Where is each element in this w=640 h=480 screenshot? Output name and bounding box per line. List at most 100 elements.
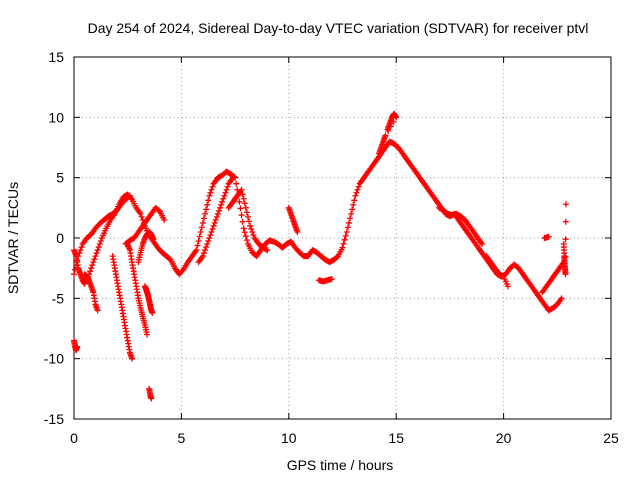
data-point xyxy=(291,221,298,228)
data-point xyxy=(148,394,155,401)
data-point xyxy=(411,167,418,174)
data-point xyxy=(219,198,226,205)
data-point xyxy=(392,113,399,120)
data-point xyxy=(542,284,549,291)
data-point xyxy=(490,263,497,270)
series-track-i xyxy=(195,174,236,266)
data-point xyxy=(139,311,146,318)
series-track-c xyxy=(109,253,135,362)
data-point xyxy=(463,227,470,234)
data-point xyxy=(91,256,98,263)
data-point xyxy=(551,272,558,279)
data-point xyxy=(103,215,110,222)
data-point xyxy=(243,209,250,216)
data-point xyxy=(387,123,394,130)
data-point xyxy=(95,244,102,251)
series-track-m xyxy=(376,110,400,157)
data-point xyxy=(124,334,131,341)
x-tick-label: 15 xyxy=(388,430,404,446)
data-point xyxy=(115,286,122,293)
data-point xyxy=(248,247,255,254)
data-point xyxy=(170,263,177,270)
series-track-h xyxy=(141,283,156,316)
y-tick-labels: -15 -10 -5 0 5 10 15 xyxy=(44,49,64,427)
data-point xyxy=(208,186,215,193)
data-point xyxy=(513,263,520,270)
data-point xyxy=(372,158,379,165)
data-point xyxy=(93,250,100,257)
data-point xyxy=(257,242,264,249)
data-point xyxy=(393,142,400,149)
data-point xyxy=(349,206,356,213)
data-point xyxy=(475,245,482,252)
y-tick-label: 5 xyxy=(56,170,64,186)
data-point xyxy=(147,212,154,219)
data-point xyxy=(206,192,213,199)
data-points xyxy=(71,110,569,402)
data-point xyxy=(89,262,96,269)
data-point xyxy=(207,189,214,196)
data-point xyxy=(204,241,211,248)
data-point xyxy=(96,241,103,248)
data-point xyxy=(161,251,168,258)
data-point xyxy=(264,239,271,246)
data-point xyxy=(239,218,246,225)
y-tick-label: 15 xyxy=(48,49,64,65)
data-point xyxy=(202,210,209,217)
data-point xyxy=(212,216,219,223)
data-point xyxy=(111,262,118,269)
series-track-a xyxy=(71,138,565,314)
data-point xyxy=(88,265,95,272)
data-point xyxy=(120,198,127,205)
data-point xyxy=(340,240,347,247)
data-point xyxy=(202,247,209,254)
data-point xyxy=(562,253,569,260)
data-point xyxy=(228,200,235,207)
x-tick-label: 5 xyxy=(178,430,186,446)
data-point xyxy=(327,276,334,283)
data-point xyxy=(139,243,146,250)
data-point xyxy=(243,237,250,244)
x-tick-labels: 0 5 10 15 20 25 xyxy=(70,430,619,446)
data-point xyxy=(215,207,222,214)
x-tick-label: 20 xyxy=(496,430,512,446)
series-track-e xyxy=(122,204,168,248)
data-point xyxy=(132,280,139,287)
data-point xyxy=(287,209,294,216)
data-point xyxy=(117,298,124,305)
data-point xyxy=(320,254,327,261)
series-track-g xyxy=(81,271,101,314)
data-point xyxy=(233,180,240,187)
data-point xyxy=(552,303,559,310)
data-point xyxy=(74,257,81,264)
data-point xyxy=(518,269,525,276)
series-track-o xyxy=(483,253,511,290)
data-point xyxy=(195,238,202,245)
data-point xyxy=(75,253,82,260)
data-point xyxy=(333,254,340,261)
data-point xyxy=(203,206,210,213)
data-point xyxy=(240,195,247,202)
data-point xyxy=(143,329,150,336)
data-point xyxy=(142,218,149,225)
data-point xyxy=(390,118,397,125)
data-point xyxy=(465,221,472,228)
x-tick-label: 25 xyxy=(603,430,619,446)
data-point xyxy=(128,256,135,263)
data-point xyxy=(224,183,231,190)
data-point xyxy=(294,247,301,254)
x-tick-label: 0 xyxy=(70,430,78,446)
data-point xyxy=(208,228,215,235)
data-point xyxy=(250,231,257,238)
data-point xyxy=(154,206,161,213)
data-point xyxy=(155,207,162,214)
data-point xyxy=(89,287,96,294)
data-point xyxy=(119,310,126,317)
data-point xyxy=(354,186,361,193)
data-point xyxy=(223,186,230,193)
data-point xyxy=(459,215,466,222)
data-point xyxy=(111,209,118,216)
data-point xyxy=(415,173,422,180)
data-point xyxy=(239,191,246,198)
